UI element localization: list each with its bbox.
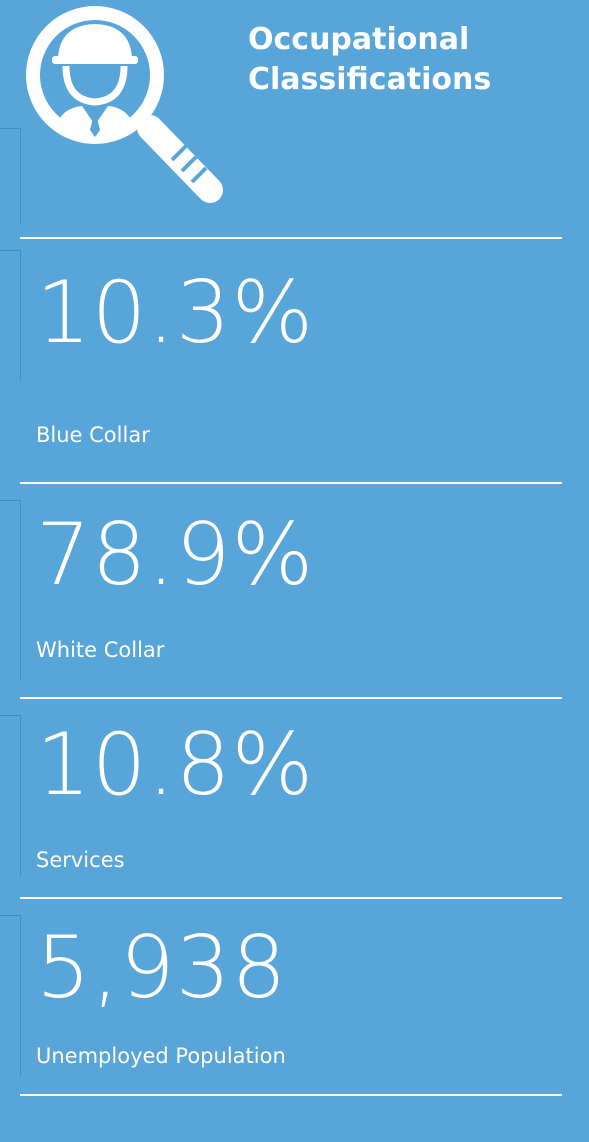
edge-strip bbox=[0, 915, 21, 1076]
stat-value: 5,938 bbox=[36, 918, 288, 1018]
stat-value: 10.3% bbox=[36, 263, 315, 363]
stat-label: Unemployed Population bbox=[36, 1044, 286, 1068]
stat-label: Blue Collar bbox=[36, 423, 150, 447]
edge-strip bbox=[0, 500, 21, 681]
divider bbox=[20, 237, 562, 239]
stat-label: Services bbox=[36, 848, 125, 872]
divider bbox=[20, 482, 562, 484]
stat-value: 78.9% bbox=[36, 505, 315, 605]
divider bbox=[20, 697, 562, 699]
worker-search-icon bbox=[26, 6, 223, 203]
stat-label: White Collar bbox=[36, 638, 165, 662]
edge-strip bbox=[0, 250, 21, 381]
divider bbox=[20, 1094, 562, 1096]
edge-strip bbox=[0, 715, 21, 876]
edge-strip bbox=[0, 128, 21, 224]
title: Occupational Classifications bbox=[248, 22, 492, 97]
divider bbox=[20, 897, 562, 899]
stat-value: 10.8% bbox=[36, 715, 315, 815]
